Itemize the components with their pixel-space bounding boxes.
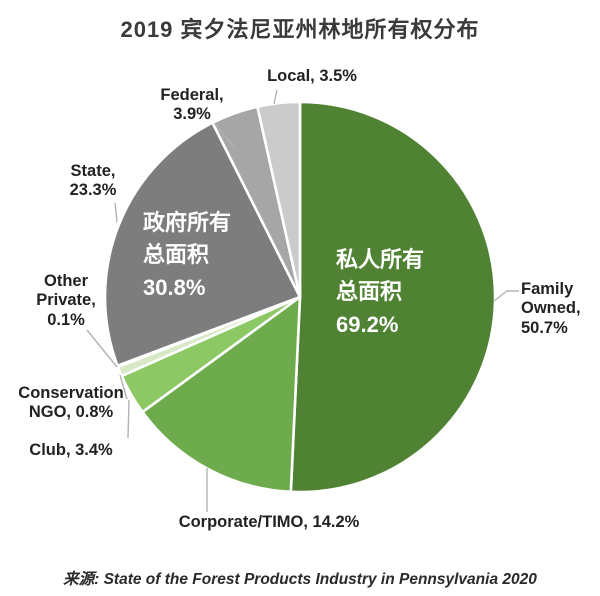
leader-federal [214,123,234,147]
leader-local [273,89,278,105]
label-club: Club, 3.4% [29,441,113,459]
leader-lines [86,89,519,512]
label-other-private: Other Private, 0.1% [36,272,96,329]
label-corporate: Corporate/TIMO, 14.2% [178,513,360,531]
chart-title: 2019 宾夕法尼亚州林地所有权分布 [120,17,480,42]
source-citation: 来源: State of the Forest Products Industr… [63,571,537,588]
center-label-government: 政府所有 总面积 30.8% [143,210,232,300]
label-federal: Federal, 3.9% [160,86,224,124]
leader-conservation-ngo [119,374,128,400]
pie-slices [103,100,497,494]
leader-other-private [86,329,118,368]
label-conservation-ngo: Conservation NGO, 0.8% [18,384,124,422]
pie-slice-family-owned [289,100,497,494]
label-family: Family Owned, 50.7% [521,280,581,337]
leader-family [493,290,519,302]
label-state: State, 23.3% [69,162,117,200]
label-local: Local, 3.5% [267,67,357,85]
leader-state [114,202,118,223]
pie-slice-local [256,100,302,299]
center-label-private: 私人所有 总面积 69.2% [336,247,425,337]
pie-slice-state [103,121,302,368]
leader-club [127,399,130,439]
